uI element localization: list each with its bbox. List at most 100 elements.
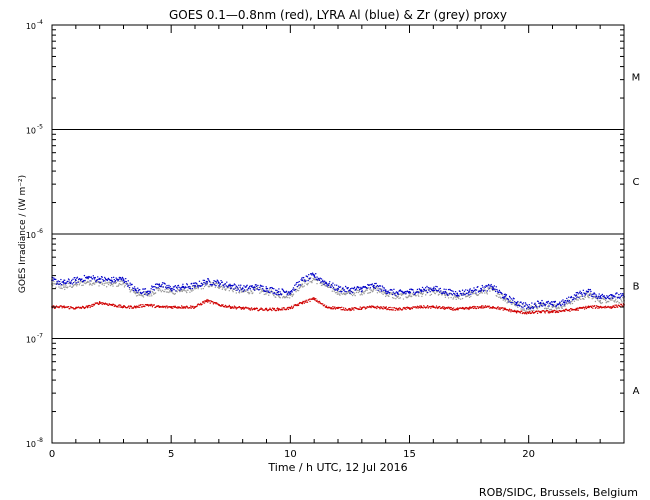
data-dot — [450, 296, 452, 299]
data-dot — [602, 298, 605, 300]
data-dot — [299, 286, 301, 289]
data-dot — [281, 307, 283, 309]
data-dot — [392, 291, 394, 293]
data-dot — [213, 280, 215, 282]
data-dot — [80, 281, 82, 283]
data-dot — [269, 307, 271, 309]
data-dot — [152, 288, 154, 291]
data-dot — [384, 290, 387, 293]
data-dot — [117, 285, 119, 287]
data-dot — [170, 307, 173, 309]
data-dot — [214, 284, 216, 286]
data-dot — [221, 281, 224, 283]
data-dot — [88, 284, 91, 286]
data-point — [360, 287, 363, 290]
data-dot — [275, 289, 277, 291]
data-dot — [344, 290, 346, 293]
data-dot — [183, 288, 185, 291]
data-dot — [229, 306, 231, 308]
data-dot — [98, 281, 100, 283]
data-dot — [510, 311, 512, 313]
data-dot — [179, 289, 181, 291]
data-point — [63, 282, 65, 284]
data-dot — [564, 300, 567, 302]
data-dot — [349, 309, 351, 312]
data-dot — [297, 303, 299, 306]
data-dot — [205, 300, 208, 303]
series-1 — [51, 272, 625, 310]
data-dot — [352, 307, 354, 309]
data-dot — [333, 288, 335, 290]
data-dot — [577, 299, 579, 301]
data-dot — [555, 304, 558, 307]
data-dot — [367, 292, 369, 294]
data-dot — [576, 307, 579, 309]
data-dot — [435, 305, 438, 307]
data-dot — [473, 292, 475, 295]
data-dot — [74, 280, 76, 283]
data-dot — [388, 306, 390, 309]
data-dot — [344, 285, 347, 288]
data-dot — [426, 291, 429, 294]
data-dot — [217, 281, 220, 283]
data-dot — [71, 279, 73, 282]
data-dot — [388, 309, 391, 311]
data-dot — [394, 292, 396, 294]
data-dot — [135, 290, 138, 292]
data-dot — [232, 290, 234, 293]
data-dot — [86, 305, 88, 307]
data-dot — [606, 295, 608, 297]
data-dot — [590, 290, 592, 293]
data-dot — [327, 283, 329, 286]
data-dot — [73, 283, 75, 286]
data-dot — [595, 297, 597, 299]
data-dot — [93, 283, 96, 285]
data-dot — [192, 305, 194, 308]
data-dot — [127, 280, 129, 282]
data-dot — [157, 286, 159, 289]
data-dot — [394, 309, 396, 312]
data-dot — [588, 289, 590, 291]
data-dot — [174, 292, 176, 295]
data-dot — [350, 287, 352, 290]
data-dot — [245, 286, 247, 288]
data-dot — [461, 294, 463, 296]
data-dot — [544, 312, 546, 314]
data-dot — [577, 309, 579, 311]
data-dot — [412, 293, 414, 295]
data-dot — [566, 297, 568, 300]
series-0 — [51, 296, 625, 315]
data-dot — [467, 292, 469, 294]
data-dot — [408, 307, 410, 309]
data-dot — [100, 278, 102, 280]
data-dot — [52, 279, 54, 281]
data-dot — [480, 307, 482, 309]
data-dot — [346, 287, 349, 290]
data-dot — [170, 306, 172, 308]
data-dot — [446, 307, 449, 310]
data-point — [63, 286, 65, 289]
data-dot — [479, 292, 481, 295]
data-dot — [180, 290, 182, 292]
data-dot — [130, 306, 133, 308]
data-dot — [451, 307, 454, 310]
data-dot — [194, 286, 196, 288]
data-dot — [119, 306, 121, 308]
data-dot — [197, 286, 199, 288]
data-dot — [472, 306, 474, 308]
data-dot — [618, 297, 621, 299]
data-dot — [443, 288, 445, 290]
data-dot — [338, 293, 340, 295]
data-dot — [490, 283, 492, 286]
data-dot — [389, 306, 391, 309]
data-dot — [618, 302, 621, 304]
data-dot — [501, 292, 503, 295]
data-dot — [604, 299, 607, 302]
data-dot — [184, 307, 187, 309]
data-dot — [54, 307, 56, 309]
data-dot — [434, 288, 436, 290]
data-dot — [402, 292, 405, 294]
data-dot — [553, 303, 555, 306]
data-dot — [383, 287, 386, 289]
